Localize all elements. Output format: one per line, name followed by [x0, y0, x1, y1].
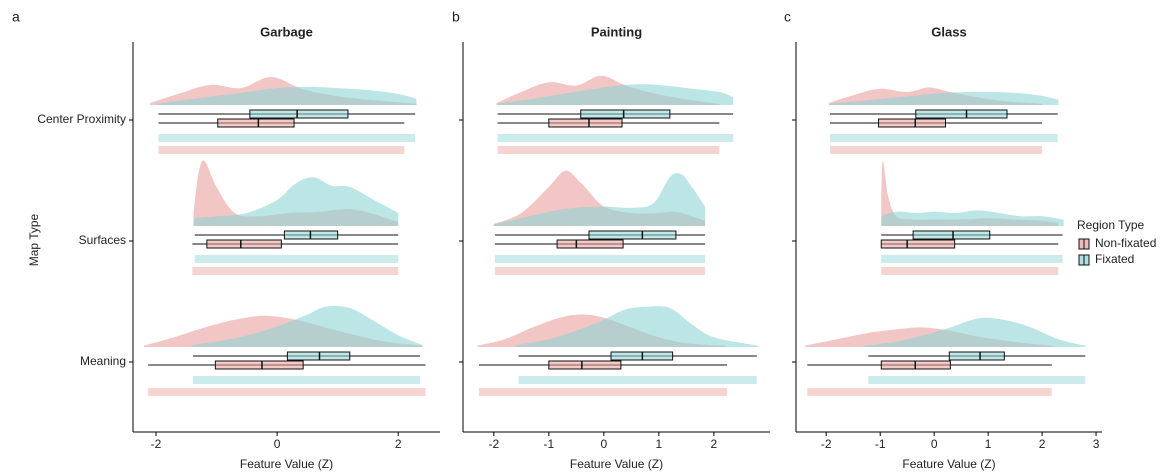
x-tick-label: 2 — [1039, 437, 1046, 451]
panel-label: b — [452, 9, 460, 25]
panel-label: c — [784, 9, 791, 25]
density — [192, 306, 423, 347]
x-axis-label: Feature Value (Z) — [570, 457, 663, 471]
box — [206, 239, 282, 249]
box — [548, 118, 623, 128]
box — [548, 360, 622, 370]
box — [880, 239, 956, 249]
y-tick-label: Meaning — [80, 354, 126, 368]
legend-label: Fixated — [1095, 252, 1134, 266]
panel-title: Glass — [931, 24, 966, 39]
y-axis-label: Map Type — [27, 213, 41, 266]
x-tick-label: 0 — [931, 437, 938, 451]
rain — [881, 255, 1063, 263]
rain — [497, 146, 720, 154]
density — [493, 173, 706, 226]
x-axis-label: Feature Value (Z) — [902, 457, 995, 471]
box — [214, 360, 304, 370]
rain — [830, 134, 1058, 142]
rain — [807, 388, 1052, 396]
rain — [192, 267, 399, 275]
x-tick-label: -2 — [821, 437, 832, 451]
x-tick-label: -2 — [488, 437, 499, 451]
rain — [868, 376, 1086, 384]
rain — [494, 255, 706, 263]
x-tick-label: 0 — [274, 437, 281, 451]
legend-title: Region Type — [1077, 218, 1144, 232]
box — [580, 109, 671, 119]
box — [556, 239, 624, 249]
box — [286, 351, 351, 361]
density — [864, 317, 1086, 347]
panel-title: Garbage — [260, 24, 313, 39]
density — [515, 306, 758, 347]
rain — [148, 388, 426, 396]
density — [828, 91, 1059, 105]
box — [878, 118, 946, 128]
y-tick-label: Surfaces — [79, 233, 126, 247]
rain — [830, 146, 1043, 154]
box — [249, 109, 349, 119]
panel-title: Painting — [591, 24, 642, 39]
x-axis-label: Feature Value (Z) — [240, 457, 333, 471]
density — [496, 84, 734, 105]
rain — [497, 134, 734, 142]
x-tick-label: 2 — [711, 437, 718, 451]
legend-label: Non-fixated — [1095, 236, 1156, 250]
box — [588, 230, 677, 240]
rain — [494, 267, 706, 275]
x-tick-label: 1 — [656, 437, 663, 451]
rain — [158, 146, 405, 154]
x-tick-label: 3 — [1093, 437, 1100, 451]
rain — [518, 376, 757, 384]
x-tick-label: 0 — [601, 437, 608, 451]
box — [948, 351, 1005, 361]
density — [193, 177, 399, 226]
box — [217, 118, 295, 128]
x-tick-label: -1 — [875, 437, 886, 451]
rain — [881, 267, 1059, 275]
x-tick-label: -1 — [543, 437, 554, 451]
rain — [194, 255, 399, 263]
panel-label: a — [12, 9, 20, 25]
x-tick-label: 1 — [985, 437, 992, 451]
x-tick-label: 2 — [395, 437, 402, 451]
box — [912, 230, 991, 240]
density — [881, 210, 1064, 226]
x-tick-label: -2 — [151, 437, 162, 451]
box — [915, 109, 1008, 119]
y-tick-label: Center Proximity — [37, 112, 126, 126]
rain — [192, 376, 421, 384]
rain — [158, 134, 416, 142]
density — [156, 86, 417, 105]
rain — [478, 388, 728, 396]
